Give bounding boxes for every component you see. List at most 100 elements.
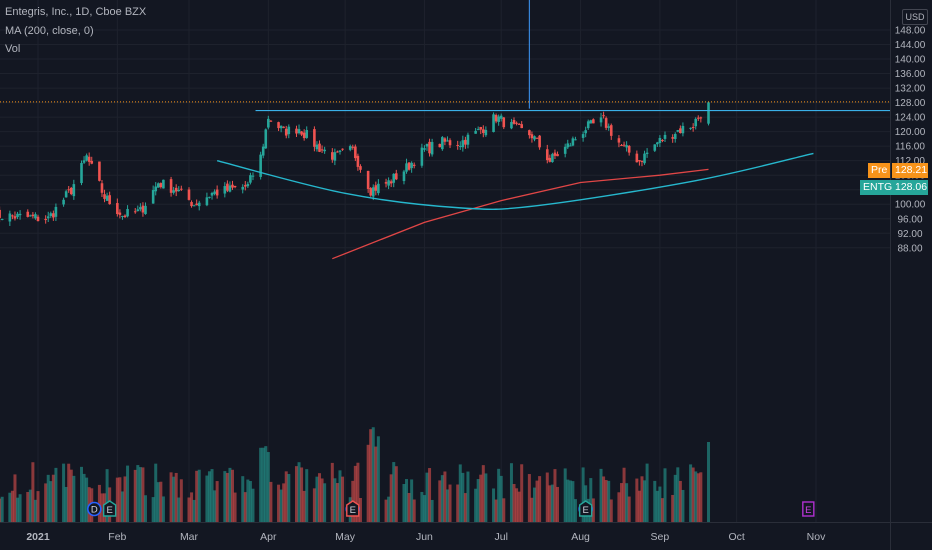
volume-bar [358,497,362,522]
candle-body [62,199,65,205]
volume-bar [312,488,316,522]
volume-bar [187,497,191,522]
candle-body [474,130,477,134]
candle-body [653,144,657,151]
volume-indicator-label[interactable]: Vol [5,43,21,55]
candle-body [331,152,334,160]
earnings-marker: E [802,501,815,517]
candle-body [98,161,101,181]
candle-body [162,179,165,189]
candle-body [282,126,285,128]
volume-bar [581,467,585,522]
candle-body [277,122,280,129]
volume-bar [499,475,503,522]
volume-bar [10,490,14,522]
volume-bar [333,478,337,522]
candle-body [136,209,140,212]
volume-bar [13,474,17,522]
candle-body [476,129,480,131]
candle-body [100,183,104,193]
candle-body [151,190,155,204]
candle-body [315,144,319,150]
volume-bar [151,497,155,522]
volume-bar [161,496,165,522]
volume-bar [707,442,711,522]
volume-bar [282,483,286,522]
candle-body [466,134,470,145]
volume-bar [620,483,623,522]
volume-bar [225,472,229,522]
candle-body [510,122,513,129]
candle-body [177,189,181,192]
volume-bar [259,447,263,522]
earnings-marker-box [102,500,117,517]
volume-bar [484,473,488,522]
volume-bar [123,476,127,522]
volume-bar [251,488,255,522]
pre-market-label: Pre [868,163,891,178]
candle-body [295,128,298,134]
currency-label[interactable]: USD [902,9,928,25]
candle-body [520,124,523,129]
candle-body [681,125,685,134]
ma-indicator-label[interactable]: MA (200, close, 0) [5,25,94,37]
volume-bar [179,479,183,522]
y-tick-label: 124.00 [895,113,926,124]
volume-bar [261,447,265,522]
candle-body [359,166,362,170]
earnings-marker-box [578,500,593,517]
candle-body [348,146,352,150]
volume-bar [466,471,470,522]
volume-bar [425,472,429,522]
candle-body [448,140,452,146]
candle-body [607,126,611,128]
volume-bar [497,468,501,522]
volume-bar [241,476,245,522]
volume-bar [231,469,234,522]
candle-body [635,153,639,163]
candle-body [85,155,88,161]
candle-body [144,205,147,215]
candle-body [484,129,488,136]
candle-body [617,138,621,143]
x-tick-label: Jun [416,531,433,543]
volume-bar [566,479,570,522]
volume-bar [568,480,572,522]
candle-body [269,120,273,122]
volume-bar [643,480,647,522]
chart-title: Entegris, Inc., 1D, Cboe BZX [5,6,147,18]
volume-bar [85,477,89,522]
candle-body [87,156,91,162]
candle-body [69,187,73,195]
candle-body [180,188,183,190]
candle-body [241,186,245,190]
volume-bar [663,468,667,522]
candle-body [548,157,552,162]
candle-body [369,188,372,196]
candle-body [571,138,575,146]
candle-body [156,183,160,188]
candle-body [13,216,17,219]
volume-bar [26,492,30,522]
volume-bar [174,472,178,522]
candle-body [581,134,585,138]
candle-body [49,213,53,216]
volume-bar [0,498,2,522]
candle-body [658,137,662,143]
volume-bar [694,471,698,522]
candle-body [679,128,682,134]
volume-bar [627,496,631,522]
volume-bar [502,498,506,522]
volume-bar [207,471,211,522]
candle-body [174,187,178,192]
volume-bar [169,472,173,522]
candle-body [228,185,232,192]
volume-bar [287,473,291,522]
volume-bar [445,489,449,522]
candle-body [318,143,321,152]
volume-bar [573,499,577,522]
volume-bar [438,480,442,522]
candle-body [387,180,390,186]
dividend-marker-label: D [91,505,98,516]
